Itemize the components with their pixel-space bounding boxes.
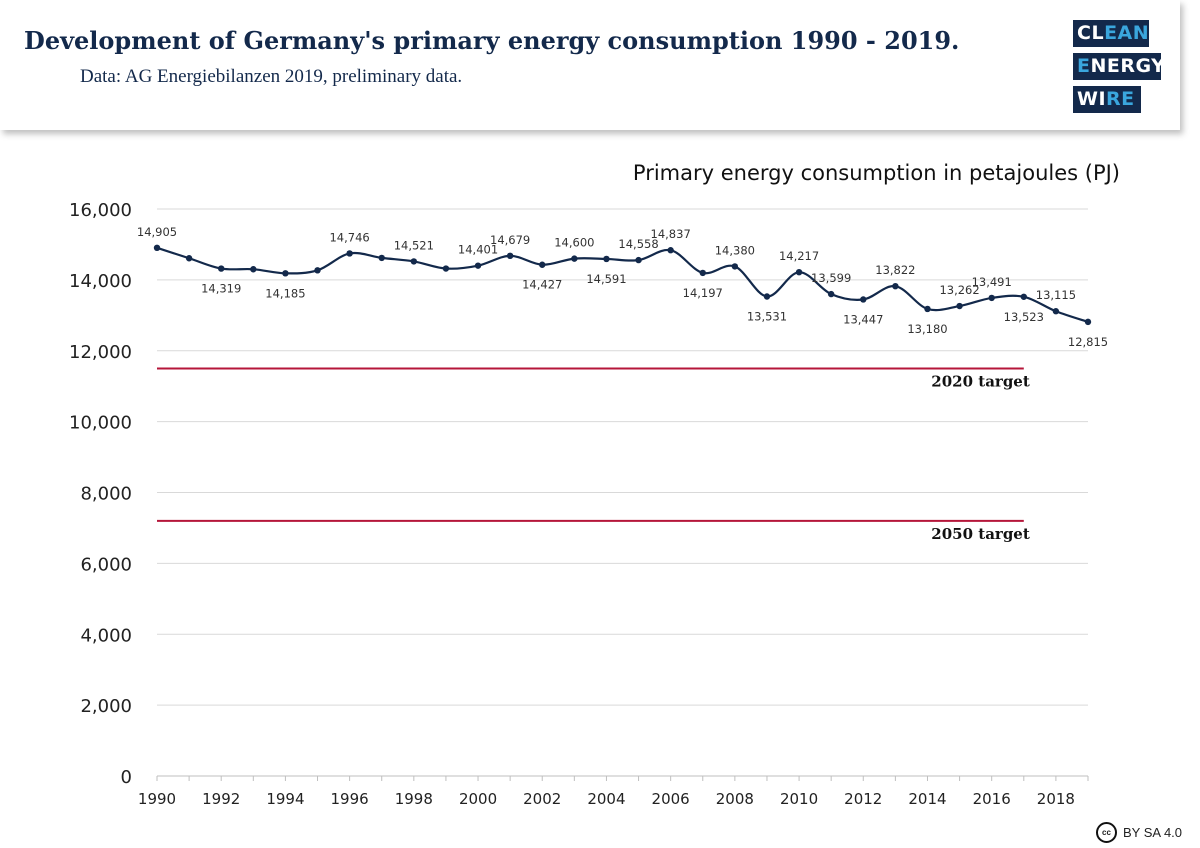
data-label: 14,185 — [265, 286, 305, 300]
data-label: 14,217 — [779, 249, 819, 263]
data-point — [667, 247, 674, 254]
clean-energy-wire-logo: CLEAN ENERGY WIRE — [1073, 20, 1165, 115]
data-label: 12,815 — [1068, 335, 1108, 349]
y-tick-label: 4,000 — [80, 625, 132, 646]
y-tick-label: 0 — [121, 767, 132, 788]
logo-line-3-accent: RE — [1106, 88, 1135, 110]
x-tick-label: 1994 — [266, 790, 304, 808]
logo-line-1-accent: EAN — [1104, 22, 1150, 44]
y-tick-label: 2,000 — [80, 696, 132, 717]
data-point — [442, 265, 450, 272]
x-tick-label: 2012 — [844, 790, 882, 808]
logo-line-1-text: CL — [1077, 22, 1105, 44]
data-point — [346, 250, 353, 257]
data-label: 14,837 — [651, 227, 691, 241]
data-point — [1084, 318, 1092, 326]
data-point — [410, 258, 418, 265]
y-tick-label: 12,000 — [69, 342, 132, 363]
data-label: 14,401 — [458, 243, 498, 257]
data-label: 14,600 — [554, 236, 594, 250]
x-tick-label: 1998 — [395, 790, 433, 808]
data-point — [924, 305, 931, 313]
data-point — [827, 290, 835, 298]
y-tick-label: 14,000 — [69, 271, 132, 292]
license-badge: cc BY SA 4.0 — [1096, 821, 1183, 843]
data-label: 14,905 — [137, 225, 177, 239]
x-tick-label: 1992 — [202, 790, 240, 808]
data-label: 14,679 — [490, 233, 530, 247]
data-point — [1052, 308, 1060, 315]
target-label: 2050 target — [931, 525, 1030, 543]
x-tick-label: 2010 — [780, 790, 818, 808]
data-point — [571, 255, 578, 262]
data-label: 14,591 — [586, 272, 626, 286]
y-tick-label: 6,000 — [80, 554, 132, 575]
data-point — [763, 293, 771, 300]
data-label: 13,262 — [939, 283, 979, 297]
page-subtitle: Data: AG Energiebilanzen 2019, prelimina… — [80, 66, 463, 87]
data-point — [314, 267, 321, 274]
data-label: 14,746 — [329, 230, 369, 244]
data-label: 13,531 — [747, 309, 787, 323]
data-point — [282, 270, 289, 277]
x-tick-label: 2000 — [459, 790, 497, 808]
data-label: 13,115 — [1036, 288, 1076, 302]
data-point — [539, 261, 546, 268]
data-label: 14,319 — [201, 282, 241, 296]
data-label: 14,521 — [394, 238, 434, 252]
data-label: 13,523 — [1004, 310, 1044, 324]
data-point — [474, 262, 482, 269]
y-tick-label: 10,000 — [69, 413, 132, 434]
data-label: 14,558 — [618, 237, 658, 251]
y-tick-label: 16,000 — [69, 200, 132, 221]
data-label: 13,822 — [875, 263, 915, 277]
logo-line-2-accent: E — [1077, 55, 1091, 77]
data-label: 13,599 — [811, 271, 851, 285]
page-title: Development of Germany's primary energy … — [24, 26, 960, 55]
data-point — [795, 268, 803, 276]
logo-line-1: CLEAN — [1073, 20, 1149, 47]
data-label: 13,447 — [843, 312, 883, 326]
data-label: 14,197 — [683, 286, 723, 300]
license-text: BY SA 4.0 — [1123, 824, 1183, 840]
data-point — [892, 282, 899, 290]
logo-line-3: WIRE — [1073, 86, 1141, 113]
target-label: 2020 target — [931, 372, 1030, 390]
data-label: 13,491 — [972, 275, 1012, 289]
data-point — [1020, 293, 1027, 300]
data-point — [956, 302, 963, 310]
y-tick-label: 8,000 — [80, 484, 132, 505]
x-tick-label: 2002 — [523, 790, 561, 808]
data-point — [378, 254, 385, 262]
cc-icon: cc — [1096, 821, 1117, 843]
data-point — [860, 296, 867, 303]
x-tick-label: 2016 — [973, 790, 1011, 808]
data-label: 14,427 — [522, 278, 562, 292]
data-point — [506, 252, 514, 260]
data-point — [153, 244, 161, 252]
data-point — [699, 269, 706, 277]
x-tick-label: 1990 — [138, 790, 176, 808]
logo-line-2: ENERGY — [1073, 53, 1165, 80]
data-label: 14,380 — [715, 243, 755, 257]
logo-line-3-text: WI — [1077, 88, 1107, 110]
logo-line-2-text: NERGY — [1090, 55, 1166, 77]
x-tick-label: 2008 — [716, 790, 754, 808]
data-point — [250, 266, 257, 273]
data-point — [988, 294, 995, 302]
x-tick-label: 1996 — [331, 790, 369, 808]
data-point — [603, 255, 610, 263]
x-tick-label: 2004 — [587, 790, 625, 808]
data-point — [635, 256, 642, 264]
data-point — [731, 263, 739, 270]
x-tick-label: 2018 — [1037, 790, 1075, 808]
data-point — [185, 255, 193, 262]
chart-title: Primary energy consumption in petajoules… — [633, 161, 1120, 185]
x-tick-label: 2014 — [908, 790, 946, 808]
data-point — [218, 265, 225, 272]
x-tick-label: 2006 — [652, 790, 690, 808]
header-band — [0, 0, 1180, 130]
data-label: 13,180 — [907, 322, 947, 336]
